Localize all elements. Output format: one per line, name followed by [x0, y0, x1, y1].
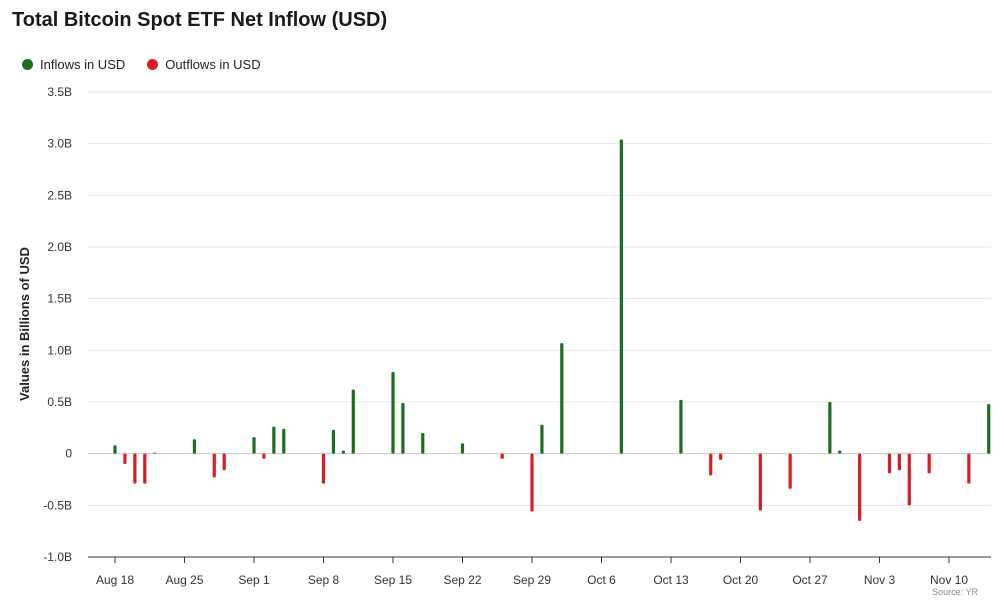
x-tick-label: Oct 27 — [792, 573, 828, 587]
legend-inflows-label: Inflows in USD — [40, 57, 126, 72]
y-tick-label: 2.5B — [47, 188, 72, 202]
inflow-bar — [272, 426, 276, 454]
chart-legend: Inflows in USD Outflows in USD — [22, 57, 261, 72]
legend-item-inflows[interactable]: Inflows in USD — [22, 57, 125, 72]
outflow-bar — [143, 453, 147, 484]
x-tick-label: Oct 13 — [653, 573, 689, 587]
inflow-bar — [153, 452, 157, 454]
legend-item-outflows[interactable]: Outflows in USD — [147, 57, 261, 72]
outflow-bar — [967, 453, 971, 484]
x-tick-label: Nov 10 — [930, 573, 968, 587]
x-tick-label: Nov 3 — [864, 573, 896, 587]
outflow-bar — [133, 453, 137, 484]
inflow-bar — [401, 403, 405, 454]
legend-inflows-swatch — [22, 59, 33, 70]
inflow-bar — [540, 424, 544, 454]
inflow-bar — [331, 429, 336, 454]
y-tick-label: 0 — [65, 447, 72, 461]
y-axis-label: Values in Billions of USD — [17, 247, 32, 401]
outflow-bar — [897, 453, 901, 471]
outflow-bar — [758, 453, 762, 511]
legend-outflows-swatch — [147, 59, 159, 70]
inflow-bar — [113, 445, 117, 454]
inflow-bar — [987, 404, 991, 454]
inflow-bar — [619, 139, 623, 454]
outflow-bar — [530, 453, 534, 512]
inflow-bar — [282, 428, 286, 454]
inflow-bar — [838, 450, 842, 454]
source-note: Source: YR — [932, 587, 978, 597]
outflow-bar — [123, 453, 127, 464]
outflow-bar — [222, 453, 226, 471]
y-tick-label: 1.0B — [47, 343, 72, 357]
outflow-bar — [500, 453, 504, 459]
outflow-bar — [927, 453, 931, 474]
x-tick-label: Oct 6 — [587, 573, 616, 587]
y-tick-label: 0.5B — [47, 395, 72, 409]
outflow-bar — [788, 453, 792, 489]
outflow-bar — [858, 453, 862, 521]
chart-title: Total Bitcoin Spot ETF Net Inflow (USD) — [12, 9, 388, 31]
x-tick-label: Sep 15 — [374, 573, 412, 587]
x-tick-label: Aug 25 — [165, 573, 203, 587]
y-tick-label: -0.5B — [43, 498, 72, 512]
inflow-bar — [560, 343, 564, 454]
grid-lines — [88, 91, 991, 558]
inflow-bar — [679, 399, 683, 454]
inflow-bar — [192, 439, 197, 454]
x-tick-label: Aug 18 — [96, 573, 134, 587]
outflow-bar — [262, 453, 266, 459]
outflow-bar — [709, 453, 713, 476]
inflow-bar — [391, 372, 395, 454]
inflow-bar — [341, 450, 345, 454]
y-tick-label: 1.5B — [47, 292, 72, 306]
x-tick-label: Sep 22 — [443, 573, 481, 587]
outflow-bar — [887, 453, 892, 474]
legend-outflows-label: Outflows in USD — [165, 57, 261, 72]
y-axis: -1.0B -0.5B 0 0.5B 1.0B 1.5B 2.0B 2.5B 3.0B 3.5B — [43, 85, 72, 564]
y-tick-label: 2.0B — [47, 240, 72, 254]
x-tick-label: Sep 8 — [308, 573, 340, 587]
outflow-bar — [907, 453, 911, 506]
inflow-bar — [460, 443, 465, 454]
x-tick-label: Sep 1 — [238, 573, 270, 587]
inflow-bar — [252, 437, 256, 454]
x-axis: Aug 18 Aug 25 Sep 1 Sep 8 Sep 15 Sep 22 Sep 29… — [88, 556, 991, 587]
y-tick-label: 3.0B — [47, 137, 72, 151]
x-tick-label: Sep 29 — [513, 573, 551, 587]
x-tick-label: Oct 20 — [723, 573, 759, 587]
outflow-bar — [719, 453, 723, 460]
outflow-bar — [321, 453, 326, 484]
outflow-bar — [212, 453, 216, 478]
y-tick-label: -1.0B — [43, 550, 72, 564]
inflow-bar — [351, 389, 355, 454]
inflow-bar — [421, 433, 425, 454]
inflow-bar — [828, 402, 832, 454]
bars — [113, 139, 991, 521]
y-tick-label: 3.5B — [47, 85, 72, 99]
